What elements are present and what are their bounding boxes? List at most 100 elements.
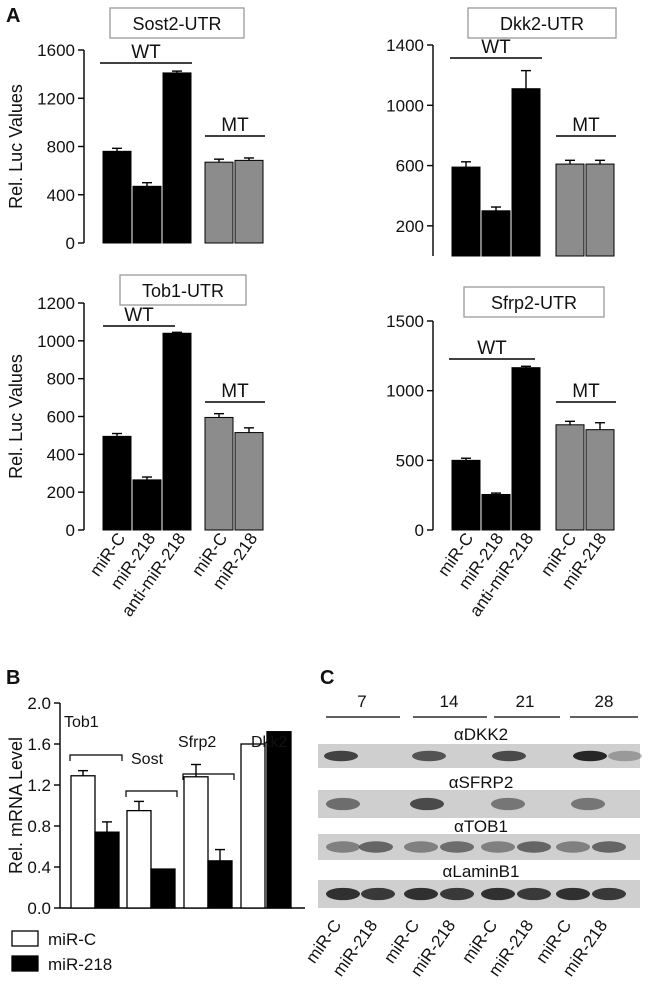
blot-band [571, 797, 605, 811]
y-tick-label: 400 [47, 445, 75, 464]
blot-band [404, 841, 438, 853]
category-label: Sfrp2 [178, 734, 216, 751]
y-tick-label: 500 [396, 451, 424, 470]
group-label-wt: WT [131, 42, 161, 63]
blot-band [481, 887, 515, 901]
bar [511, 367, 541, 531]
y-tick-label: 200 [396, 217, 424, 236]
blot-band [592, 887, 626, 901]
y-tick-label: 2.0 [27, 694, 51, 713]
legend-label-mir-218: miR-218 [48, 955, 112, 974]
blot-band [556, 887, 590, 901]
y-tick-label: 800 [47, 370, 75, 389]
blot-band [361, 887, 395, 901]
group-label-wt: WT [477, 338, 507, 359]
chart-sfrp2: Sfrp2-UTR 0 500 1000 1500 WT MT [386, 286, 616, 540]
y-tick-label: 400 [47, 186, 75, 205]
bar [511, 88, 541, 257]
luciferase-charts: Sost2-UTR 0 400 800 1200 1600 Rel. Luc Values W… [6, 7, 617, 540]
bar [132, 479, 162, 531]
y-tick-label: 0.0 [27, 899, 51, 918]
day-label: 28 [595, 692, 614, 711]
y-tick-label: 0 [415, 521, 424, 540]
y-tick-label: 800 [47, 138, 75, 157]
bar-mir-218 [150, 868, 176, 909]
blot-band [359, 841, 393, 853]
bar [555, 163, 585, 257]
blot-strips [318, 744, 642, 908]
blot-band [492, 750, 526, 762]
chart-title: Tob1-UTR [142, 281, 224, 301]
blot-band [517, 841, 551, 853]
blot-band [481, 841, 515, 853]
chart-title: Sfrp2-UTR [491, 293, 577, 313]
blot-band [556, 841, 590, 853]
antibody-label-tob1: αTOB1 [454, 817, 508, 836]
blot-band [592, 841, 626, 853]
y-tick-label: 600 [47, 408, 75, 427]
antibody-label-laminb1: αLaminB1 [443, 862, 520, 881]
blot-band [412, 750, 446, 762]
y-tick-label: 1600 [37, 41, 75, 60]
bar [204, 161, 234, 244]
blot-band [573, 750, 607, 762]
chart-tob1: Tob1-UTR 0 200 400 600 800 1000 1200 Rel. Luc Va… [6, 274, 265, 540]
category-label: Dkk2 [251, 734, 288, 751]
bar [162, 332, 192, 531]
blot-band [404, 887, 438, 901]
y-tick-label: 1000 [37, 332, 75, 351]
group-label-mt: MT [572, 115, 600, 136]
blot-band [410, 797, 444, 811]
group-label-wt: WT [124, 305, 154, 326]
y-axis-label: Rel. Luc Values [6, 84, 26, 209]
category-bracket [69, 754, 123, 761]
antibody-label-dkk2: αDKK2 [454, 725, 508, 744]
day-labels: 7 14 21 28 [357, 692, 613, 711]
chart-title-box [109, 7, 245, 39]
panel-label-c: C [320, 667, 334, 689]
y-tick-label: 1000 [386, 96, 424, 115]
chart-title-box [463, 286, 605, 318]
y-tick-label: 0 [66, 521, 75, 540]
bar-mir-218 [266, 731, 292, 909]
chart-sost2: Sost2-UTR 0 400 800 1200 1600 Rel. Luc Values W… [6, 7, 265, 253]
bar [481, 210, 511, 257]
bar-mir-218 [94, 831, 120, 909]
y-tick-label: 1500 [386, 312, 424, 331]
category-label: Sost [131, 751, 164, 768]
day-label: 14 [440, 692, 459, 711]
x-labels-right: miR-C miR-218 anti-miR-218 miR-C miR-218 [434, 529, 610, 620]
category-label: Tob1 [64, 714, 99, 731]
bar-mir-c [126, 809, 152, 909]
y-tick-label: 200 [47, 483, 75, 502]
group-label-mt: MT [221, 115, 249, 136]
panel-label-b: B [6, 667, 20, 689]
blot-band [608, 750, 642, 762]
bar [451, 166, 481, 257]
chart-title-box [467, 7, 617, 39]
x-labels-left: miR-C miR-218 anti-miR-218 miR-C miR-218 [86, 529, 261, 620]
blot-band [326, 887, 360, 901]
y-tick-label: 1000 [386, 382, 424, 401]
western-blot: 7 14 21 28 αDKK2 αSFRP2 αTOB1 αLaminB1 m… [302, 692, 642, 980]
bar [132, 185, 162, 244]
y-axis-label: Rel. Luc Values [6, 354, 26, 479]
category-bracket [125, 790, 178, 797]
bar [234, 432, 264, 531]
bar [234, 159, 264, 244]
chart-title: Sost2-UTR [132, 14, 221, 34]
bar-mir-c [70, 775, 96, 909]
bar-mir-218 [207, 860, 233, 909]
blot-band [440, 841, 474, 853]
day-label: 21 [516, 692, 535, 711]
bar-mir-c [240, 743, 266, 909]
legend-label-mir-c: miR-C [48, 930, 96, 949]
day-label: 7 [357, 692, 366, 711]
blot-band [517, 887, 551, 901]
y-tick-label: 600 [396, 157, 424, 176]
y-tick-label: 0 [66, 234, 75, 253]
bar [481, 493, 511, 531]
y-tick-label: 1400 [386, 36, 424, 55]
group-label-mt: MT [572, 381, 600, 402]
